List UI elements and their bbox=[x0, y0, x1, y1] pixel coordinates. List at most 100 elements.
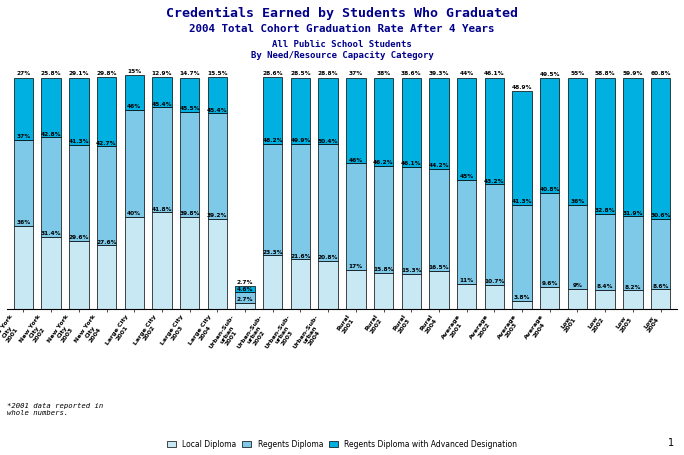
Text: 3.8%: 3.8% bbox=[514, 295, 530, 300]
Bar bbox=[263, 255, 282, 309]
Bar bbox=[319, 261, 338, 309]
Text: 37%: 37% bbox=[16, 135, 31, 140]
Bar bbox=[208, 218, 227, 309]
Bar bbox=[180, 77, 199, 111]
Bar bbox=[540, 287, 560, 309]
Text: 36%: 36% bbox=[570, 199, 585, 204]
Bar bbox=[457, 284, 476, 309]
Bar bbox=[374, 77, 393, 166]
Bar bbox=[651, 218, 670, 289]
Text: 39.2%: 39.2% bbox=[207, 213, 228, 218]
Text: 4.6%: 4.6% bbox=[237, 287, 253, 292]
Text: 44.2%: 44.2% bbox=[429, 163, 449, 168]
Text: 15.3%: 15.3% bbox=[401, 268, 421, 273]
Bar bbox=[430, 271, 449, 309]
Text: 40.8%: 40.8% bbox=[540, 187, 560, 192]
Bar bbox=[568, 205, 587, 288]
Bar bbox=[596, 214, 615, 290]
Text: 46.1%: 46.1% bbox=[484, 71, 505, 76]
Text: 45.4%: 45.4% bbox=[207, 107, 228, 112]
Bar bbox=[374, 273, 393, 309]
Bar bbox=[42, 77, 61, 137]
Bar bbox=[291, 144, 310, 259]
Text: 11%: 11% bbox=[460, 278, 474, 283]
Text: 31.4%: 31.4% bbox=[41, 231, 62, 236]
Text: 37%: 37% bbox=[349, 71, 363, 76]
Text: 2.7%: 2.7% bbox=[237, 280, 253, 285]
Bar bbox=[651, 77, 670, 218]
Text: 10.7%: 10.7% bbox=[484, 279, 505, 284]
Text: 50.4%: 50.4% bbox=[318, 139, 339, 144]
Text: 8.6%: 8.6% bbox=[653, 284, 669, 289]
Text: 29.6%: 29.6% bbox=[68, 235, 89, 240]
Text: 27%: 27% bbox=[16, 71, 31, 76]
Text: 8.2%: 8.2% bbox=[624, 285, 641, 290]
Text: 30.6%: 30.6% bbox=[650, 213, 671, 218]
Text: 45%: 45% bbox=[460, 174, 474, 179]
Text: 60.8%: 60.8% bbox=[650, 71, 671, 76]
Bar bbox=[596, 77, 615, 214]
Bar bbox=[512, 91, 531, 205]
Text: Credentials Earned by Students Who Graduated: Credentials Earned by Students Who Gradu… bbox=[166, 7, 518, 20]
Bar bbox=[568, 77, 587, 205]
Text: 28.6%: 28.6% bbox=[263, 71, 283, 76]
Text: 20.8%: 20.8% bbox=[318, 256, 339, 260]
Text: 44%: 44% bbox=[460, 71, 474, 76]
Text: All Public School Students: All Public School Students bbox=[272, 40, 412, 49]
Bar bbox=[485, 284, 504, 309]
Bar bbox=[540, 192, 560, 287]
Bar bbox=[402, 167, 421, 274]
Bar bbox=[430, 77, 449, 169]
Text: 15%: 15% bbox=[127, 69, 142, 74]
Bar bbox=[14, 77, 33, 140]
Bar bbox=[485, 77, 504, 184]
Text: 27.6%: 27.6% bbox=[96, 240, 117, 245]
Text: 28.5%: 28.5% bbox=[290, 71, 311, 76]
Bar bbox=[651, 289, 670, 309]
Bar bbox=[153, 77, 172, 107]
Bar bbox=[97, 245, 116, 309]
Bar bbox=[42, 137, 61, 237]
Text: 46.2%: 46.2% bbox=[373, 160, 394, 165]
Bar bbox=[180, 111, 199, 217]
Bar bbox=[623, 290, 642, 309]
Text: 45.4%: 45.4% bbox=[152, 101, 172, 106]
Bar bbox=[42, 237, 61, 309]
Text: *2001 data reported in
whole numbers.: *2001 data reported in whole numbers. bbox=[7, 403, 103, 416]
Text: 25.8%: 25.8% bbox=[41, 71, 62, 76]
Bar bbox=[69, 77, 88, 145]
Legend: Local Diploma, Regents Diploma, Regents Diploma with Advanced Designation: Local Diploma, Regents Diploma, Regents … bbox=[163, 436, 521, 452]
Bar bbox=[153, 212, 172, 309]
Bar bbox=[512, 205, 531, 301]
Text: 2004 Total Cohort Graduation Rate After 4 Years: 2004 Total Cohort Graduation Rate After … bbox=[189, 24, 495, 34]
Text: 15.5%: 15.5% bbox=[207, 71, 228, 76]
Text: 48.9%: 48.9% bbox=[512, 86, 532, 90]
Text: 46%: 46% bbox=[349, 157, 363, 162]
Text: 17%: 17% bbox=[349, 264, 363, 269]
Bar bbox=[208, 113, 227, 218]
Bar bbox=[512, 301, 531, 309]
Text: 28.8%: 28.8% bbox=[318, 71, 339, 76]
Bar bbox=[596, 290, 615, 309]
Text: 43.2%: 43.2% bbox=[484, 179, 505, 184]
Bar bbox=[346, 77, 365, 163]
Bar bbox=[69, 241, 88, 309]
Text: 49.5%: 49.5% bbox=[540, 71, 560, 76]
Bar bbox=[485, 184, 504, 284]
Bar bbox=[402, 274, 421, 309]
Text: 42.7%: 42.7% bbox=[96, 141, 117, 146]
Bar bbox=[374, 166, 393, 273]
Bar bbox=[540, 78, 560, 192]
Text: 31.9%: 31.9% bbox=[622, 211, 643, 216]
Bar bbox=[124, 110, 144, 217]
Bar bbox=[124, 217, 144, 309]
Bar bbox=[235, 303, 254, 309]
Text: 39.8%: 39.8% bbox=[179, 212, 200, 217]
Text: 29.8%: 29.8% bbox=[96, 71, 117, 76]
Text: 14.7%: 14.7% bbox=[179, 71, 200, 76]
Bar bbox=[235, 293, 254, 303]
Bar bbox=[568, 288, 587, 309]
Text: 46%: 46% bbox=[127, 104, 142, 109]
Text: 45.5%: 45.5% bbox=[179, 106, 200, 111]
Bar bbox=[430, 169, 449, 271]
